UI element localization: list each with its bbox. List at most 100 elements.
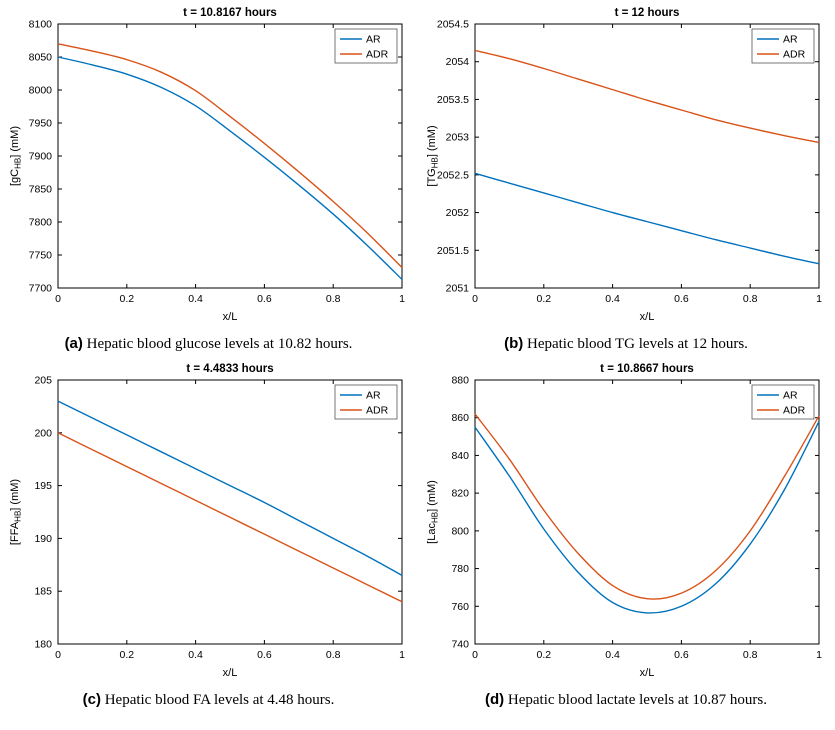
- x-tick-label: 0.8: [743, 293, 758, 305]
- y-tick-label: 8050: [28, 52, 52, 64]
- y-tick-label: 8000: [28, 85, 52, 97]
- x-tick-label: 0.6: [257, 293, 272, 305]
- legend-box: [334, 384, 397, 420]
- y-tick-label: 7950: [28, 118, 52, 130]
- y-tick-label: 200: [34, 427, 52, 439]
- x-tick-label: 0.8: [325, 649, 340, 661]
- x-tick-label: 0.6: [674, 293, 689, 305]
- x-tick-label: 0.2: [119, 293, 134, 305]
- caption-b-label: (b): [504, 335, 524, 352]
- caption-a-label: (a): [64, 335, 83, 352]
- panel-a: t = 10.8167 hours 0 0.2 0.4 0.6 0.8 1 7700 7750 7…: [0, 4, 417, 354]
- chart-title: t = 4.4833 hours: [186, 363, 273, 375]
- x-tick-label: 0: [472, 293, 478, 305]
- y-tick-label: 840: [451, 450, 469, 462]
- y-tick-label: 2053: [446, 132, 470, 144]
- legend-box: [751, 28, 815, 64]
- legend-label-ar: AR: [783, 390, 798, 402]
- series-line-ar: [474, 421, 820, 614]
- x-tick-label: 0: [472, 649, 478, 661]
- x-tick-label: 0.2: [536, 649, 551, 661]
- series-line-adr: [474, 49, 820, 144]
- y-axis-label: [gCHB] (mM): [9, 126, 23, 186]
- y-tick-label: 7850: [28, 184, 52, 196]
- caption-c: (c) Hepatic blood FA levels at 4.48 hour…: [83, 690, 335, 710]
- x-tick-label: 0.2: [119, 649, 134, 661]
- y-tick-label: 880: [451, 375, 469, 387]
- chart-title: t = 10.8667 hours: [600, 363, 694, 375]
- x-tick-label: 0.2: [536, 293, 551, 305]
- legend-label-ar: AR: [783, 34, 798, 46]
- y-tick-label: 180: [34, 639, 52, 651]
- y-tick-label: 7800: [28, 217, 52, 229]
- x-tick-label: 0.6: [674, 649, 689, 661]
- x-tick-label: 0.8: [743, 649, 758, 661]
- y-tick-label: 7900: [28, 151, 52, 163]
- legend-label-adr: ADR: [783, 405, 806, 417]
- chart-d-lactate: t = 10.8667 hours 0 0.2 0.4 0.6 0.8 1 740 760 780…: [426, 363, 822, 679]
- x-tick-label: 1: [399, 293, 405, 305]
- caption-c-text: Hepatic blood FA levels at 4.48 hours.: [100, 692, 335, 708]
- x-tick-label: 1: [816, 649, 822, 661]
- legend-box: [751, 384, 815, 420]
- panel-d: t = 10.8667 hours 0 0.2 0.4 0.6 0.8 1 740 760 780…: [417, 360, 835, 710]
- legend-label-adr: ADR: [366, 49, 389, 61]
- figure-grid: t = 10.8167 hours 0 0.2 0.4 0.6 0.8 1 7700 7750 7…: [0, 4, 835, 710]
- x-axis-label: x/L: [640, 311, 655, 323]
- chart-c-ffa: t = 4.4833 hours 0 0.2 0.4 0.6 0.8 1 180 185 190 1…: [9, 363, 405, 679]
- y-tick-label: 860: [451, 412, 469, 424]
- legend-box: [334, 28, 397, 64]
- y-tick-label: 2052: [446, 207, 470, 219]
- x-axis-label: x/L: [640, 667, 655, 679]
- x-tick-label: 1: [816, 293, 822, 305]
- caption-d-text: Hepatic blood lactate levels at 10.87 ho…: [504, 692, 767, 708]
- caption-a-text: Hepatic blood glucose levels at 10.82 ho…: [82, 336, 353, 352]
- y-axis-label: [LacHB] (mM): [426, 480, 440, 544]
- series-line-ar: [57, 400, 402, 576]
- x-tick-label: 0.4: [188, 649, 203, 661]
- legend-label-ar: AR: [366, 390, 381, 402]
- y-tick-label: 2051.5: [437, 245, 469, 257]
- series-line-adr: [57, 432, 402, 603]
- caption-b: (b) Hepatic blood TG levels at 12 hours.: [504, 334, 748, 354]
- x-tick-label: 0.4: [188, 293, 203, 305]
- axes-box: [57, 379, 402, 645]
- chart-b-tg: t = 12 hours 0 0.2 0.4 0.6 0.8 1 2051 2051.5 2052…: [426, 7, 822, 323]
- caption-b-text: Hepatic blood TG levels at 12 hours.: [523, 336, 748, 352]
- axes-box: [474, 379, 820, 645]
- panel-b: t = 12 hours 0 0.2 0.4 0.6 0.8 1 2051 2051.5 2052…: [417, 4, 835, 354]
- series-line-adr: [474, 413, 820, 600]
- caption-a: (a) Hepatic blood glucose levels at 10.8…: [65, 334, 353, 354]
- series-line-adr: [57, 43, 402, 269]
- caption-c-label: (c): [82, 691, 101, 708]
- x-tick-label: 0.8: [325, 293, 340, 305]
- y-tick-label: 2052.5: [437, 169, 469, 181]
- chart-title: t = 10.8167 hours: [183, 7, 277, 19]
- axes-box: [474, 23, 820, 289]
- y-tick-label: 205: [34, 375, 52, 387]
- x-tick-label: 0: [55, 293, 61, 305]
- y-axis-label: [TGHB] (mM): [426, 125, 440, 186]
- series-line-ar: [57, 56, 402, 280]
- x-tick-label: 1: [399, 649, 405, 661]
- y-axis-label: [FFAHB] (mM): [9, 479, 23, 545]
- y-tick-label: 2054.5: [437, 19, 469, 31]
- series-line-ar: [474, 172, 820, 265]
- y-tick-label: 760: [451, 601, 469, 613]
- legend-label-adr: ADR: [366, 405, 389, 417]
- y-tick-label: 800: [451, 525, 469, 537]
- caption-d: (d) Hepatic blood lactate levels at 10.8…: [485, 690, 767, 710]
- y-tick-label: 195: [34, 480, 52, 492]
- y-tick-label: 740: [451, 639, 469, 651]
- x-axis-label: x/L: [222, 667, 237, 679]
- legend-label-ar: AR: [366, 34, 381, 46]
- chart-title: t = 12 hours: [615, 7, 680, 19]
- y-tick-label: 8100: [28, 19, 52, 31]
- y-tick-label: 7750: [28, 250, 52, 262]
- y-tick-label: 820: [451, 488, 469, 500]
- y-tick-label: 190: [34, 533, 52, 545]
- y-tick-label: 2051: [446, 283, 470, 295]
- y-tick-label: 2053.5: [437, 94, 469, 106]
- x-tick-label: 0.4: [605, 649, 620, 661]
- chart-a-glucose: t = 10.8167 hours 0 0.2 0.4 0.6 0.8 1 7700 7750 7…: [9, 7, 405, 323]
